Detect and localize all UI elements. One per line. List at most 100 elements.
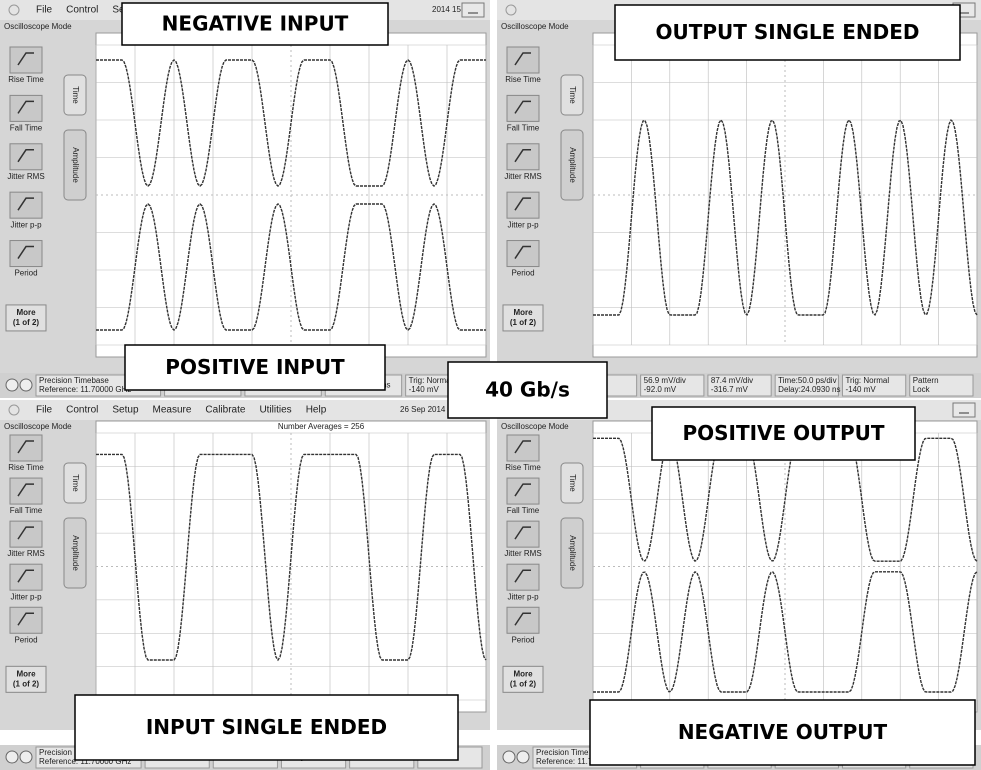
status-text: Trig: Normal	[409, 376, 453, 385]
button-label[interactable]: Jitter p-p	[507, 220, 539, 229]
status-text: Reference: 11.70000 GHz	[39, 385, 131, 394]
more-label[interactable]: More	[16, 669, 36, 678]
tab-label[interactable]: Amplitude	[71, 535, 80, 571]
measure-button[interactable]	[507, 192, 539, 218]
scope-window: File Control Setup Measure Calibrate Utilitie…	[0, 400, 490, 730]
status-icon	[6, 379, 18, 391]
measure-button[interactable]	[10, 607, 42, 633]
status-icon	[20, 379, 32, 391]
menu-item[interactable]: File	[36, 5, 53, 16]
button-label[interactable]: Jitter p-p	[507, 592, 539, 601]
menu-item[interactable]: Calibrate	[205, 405, 245, 416]
measure-button[interactable]	[10, 192, 42, 218]
button-label[interactable]: Rise Time	[505, 463, 541, 472]
measure-button[interactable]	[507, 564, 539, 590]
button-label[interactable]: Period	[14, 269, 37, 278]
status-text: -92.0 mV	[644, 385, 677, 394]
more-label[interactable]: More	[16, 308, 36, 317]
status-text: Precision Timebase	[39, 376, 109, 385]
overlay-label: INPUT SINGLE ENDED	[146, 715, 387, 739]
menu-item[interactable]: Measure	[153, 405, 192, 416]
button-label[interactable]: Jitter RMS	[7, 172, 44, 181]
minimize-button[interactable]	[462, 3, 484, 17]
measure-button[interactable]	[507, 435, 539, 461]
overlay-label: OUTPUT SINGLE ENDED	[655, 20, 919, 44]
tab-label[interactable]: Amplitude	[71, 147, 80, 183]
menu-item[interactable]: Setup	[112, 405, 139, 416]
measure-button[interactable]	[10, 144, 42, 170]
measure-button[interactable]	[10, 521, 42, 547]
status-icon	[517, 751, 529, 763]
more-label[interactable]: (1 of 2)	[510, 679, 537, 688]
overlay-label: NEGATIVE INPUT	[162, 12, 349, 36]
button-label[interactable]: Period	[14, 635, 37, 644]
status-text: 56.9 mV/div	[644, 376, 686, 385]
more-label[interactable]: (1 of 2)	[510, 318, 537, 327]
button-label[interactable]: Jitter RMS	[504, 549, 541, 558]
measure-button[interactable]	[507, 95, 539, 121]
measure-button[interactable]	[10, 47, 42, 73]
measure-button[interactable]	[10, 478, 42, 504]
mode-label: Oscilloscope Mode	[4, 422, 72, 431]
measure-button[interactable]	[10, 95, 42, 121]
button-label[interactable]: Fall Time	[10, 506, 43, 515]
measure-button[interactable]	[507, 478, 539, 504]
overlay-label: POSITIVE OUTPUT	[682, 421, 884, 445]
status-text: Precision	[39, 748, 72, 757]
tab-label[interactable]: Time	[71, 86, 80, 104]
tab-label[interactable]: Time	[568, 86, 577, 104]
mode-label: Oscilloscope Mode	[501, 422, 569, 431]
overlay-label: 40 Gb/s	[485, 378, 570, 402]
button-label[interactable]: Period	[511, 269, 534, 278]
button-label[interactable]: Jitter p-p	[10, 592, 42, 601]
screenshot: FileControlSe2014 15:55Oscilloscope Mode…	[0, 0, 981, 770]
mode-label: Oscilloscope Mode	[4, 22, 72, 31]
button-label[interactable]: Rise Time	[505, 75, 541, 84]
button-label[interactable]: Jitter RMS	[7, 549, 44, 558]
averages-label: Number Averages = 256	[278, 422, 365, 431]
status-text: 87.4 mV/div	[711, 376, 753, 385]
tab-label[interactable]: Amplitude	[568, 535, 577, 571]
status-text: -140 mV	[409, 385, 440, 394]
more-label[interactable]: More	[513, 308, 533, 317]
tab-label[interactable]: Time	[568, 474, 577, 492]
measure-button[interactable]	[507, 521, 539, 547]
minimize-button[interactable]	[953, 403, 975, 417]
measure-button[interactable]	[507, 144, 539, 170]
measure-button[interactable]	[507, 47, 539, 73]
tab-label[interactable]: Amplitude	[568, 147, 577, 183]
menu-item[interactable]: Control	[66, 5, 98, 16]
measure-button[interactable]	[507, 241, 539, 267]
menu-item[interactable]: Control	[66, 405, 98, 416]
measure-button[interactable]	[10, 241, 42, 267]
button-label[interactable]: Fall Time	[507, 506, 540, 515]
measure-button[interactable]	[10, 564, 42, 590]
measure-button[interactable]	[507, 607, 539, 633]
status-icon	[503, 751, 515, 763]
more-label[interactable]: (1 of 2)	[13, 679, 40, 688]
button-label[interactable]: Jitter p-p	[10, 220, 42, 229]
status-text: Precision Time	[536, 748, 589, 757]
menu-item[interactable]: File	[36, 405, 53, 416]
button-label[interactable]: Rise Time	[8, 463, 44, 472]
more-label[interactable]: More	[513, 669, 533, 678]
measure-button[interactable]	[10, 435, 42, 461]
status-text: Lock	[913, 385, 931, 394]
menu-item[interactable]: Utilities	[259, 405, 291, 416]
status-text: -316.7 mV	[711, 385, 749, 394]
status-text: -140 mV	[845, 385, 876, 394]
tab-label[interactable]: Time	[71, 474, 80, 492]
mode-label: Oscilloscope Mode	[501, 22, 569, 31]
button-label[interactable]: Fall Time	[10, 123, 43, 132]
overlay-label: NEGATIVE OUTPUT	[678, 720, 888, 744]
status-text: Trig: Normal	[845, 376, 889, 385]
button-label[interactable]: Jitter RMS	[504, 172, 541, 181]
button-label[interactable]: Period	[511, 635, 534, 644]
status-text: Time:50.0 ps/div	[778, 376, 836, 385]
menu-item[interactable]: Help	[306, 405, 327, 416]
button-label[interactable]: Fall Time	[507, 123, 540, 132]
status-text: Pattern	[913, 376, 939, 385]
status-text: Delay:24.0930 ns	[778, 385, 840, 394]
button-label[interactable]: Rise Time	[8, 75, 44, 84]
more-label[interactable]: (1 of 2)	[13, 318, 40, 327]
